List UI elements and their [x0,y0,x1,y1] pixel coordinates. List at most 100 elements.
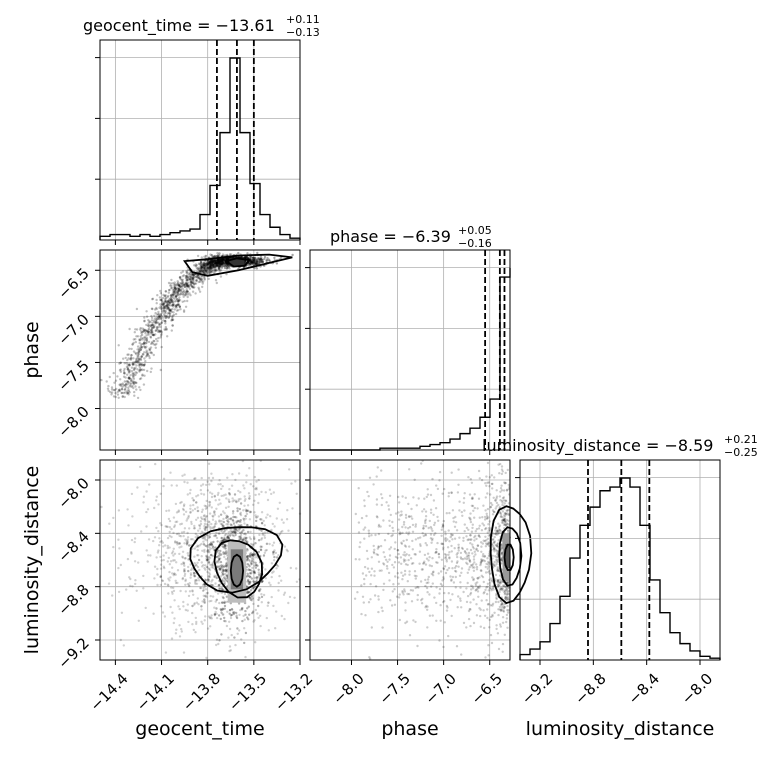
sample-point [200,280,204,283]
sample-point [191,604,194,608]
sample-point [208,504,211,508]
sample-point [177,287,181,291]
sample-point [275,517,278,520]
sample-point [388,579,391,582]
sample-point [155,316,158,319]
sample-point [471,523,474,526]
sample-point [476,587,479,591]
sample-point [189,275,192,278]
sample-point [202,588,205,592]
sample-point [231,473,234,476]
sample-point [238,629,241,632]
sample-point [214,534,217,537]
sample-point [159,605,163,608]
sample-point [153,536,157,539]
sample-point [136,351,139,354]
sample-point [505,620,508,624]
sample-point [164,525,167,528]
sample-point [171,318,174,322]
sample-point [199,270,202,273]
sample-point [388,554,392,557]
sample-point [119,361,122,364]
sample-point [191,623,194,626]
sample-point [475,568,479,571]
sample-point [457,549,460,552]
sample-point [154,343,157,347]
sample-point [259,548,263,552]
sample-point [264,491,267,494]
sample-point [151,323,154,327]
sample-point [454,521,458,524]
sample-point [123,388,126,391]
sample-point [458,500,461,503]
sample-point [368,535,371,538]
sample-point [215,643,218,647]
sample-point [187,286,191,289]
sample-point [158,315,161,318]
sample-point [394,512,398,515]
sample-point [142,330,145,333]
sample-point [127,353,130,356]
sample-point [252,485,255,488]
sample-point [174,291,177,294]
sample-point [204,615,207,618]
sample-point [193,282,197,285]
sample-point [167,311,171,315]
sample-point [448,557,451,560]
sample-point [166,312,169,315]
sample-point [214,266,217,270]
sample-point [449,535,452,539]
sample-point [275,556,279,559]
sample-point [194,532,197,536]
sample-point [208,266,212,269]
sample-point [138,366,142,369]
sample-point [190,522,193,526]
sample-point [129,577,132,581]
sample-point [447,495,450,498]
sample-point [397,511,400,514]
sample-point [145,525,148,528]
sample-point [489,501,493,505]
sample-point [398,531,401,534]
sample-point [209,259,212,263]
sample-point [501,521,505,524]
sample-point [214,261,218,265]
sample-point [406,563,409,567]
sample-point [484,571,488,574]
sample-point [365,549,369,553]
sample-point [220,519,223,523]
sample-point [151,323,155,327]
sample-point [363,526,367,529]
sample-point [215,638,219,641]
sample-point [246,252,249,255]
sample-point [186,531,189,535]
sample-point [189,504,192,507]
sample-point [200,608,203,611]
sample-point [255,486,258,490]
sample-point [224,257,228,261]
sample-point [145,334,148,337]
sample-point [211,476,215,480]
sample-point [147,328,150,331]
y-tick-label: −8.0 [54,474,92,512]
sample-point [242,517,245,520]
sample-point [155,495,158,498]
sample-point [272,604,275,608]
sample-point [376,466,379,469]
sample-point [155,337,158,341]
sample-point [153,324,156,327]
sample-point [218,532,221,535]
sample-point [128,384,132,388]
sample-point [159,312,163,316]
sample-point [357,487,360,490]
sample-point [112,516,115,520]
sample-point [408,525,412,529]
sample-point [156,551,160,554]
sample-point [381,496,384,500]
sample-point [407,558,410,562]
sample-point [443,591,446,595]
sample-point [235,611,238,615]
sample-point [473,550,476,553]
sample-point [282,521,285,524]
sample-point [179,501,182,505]
